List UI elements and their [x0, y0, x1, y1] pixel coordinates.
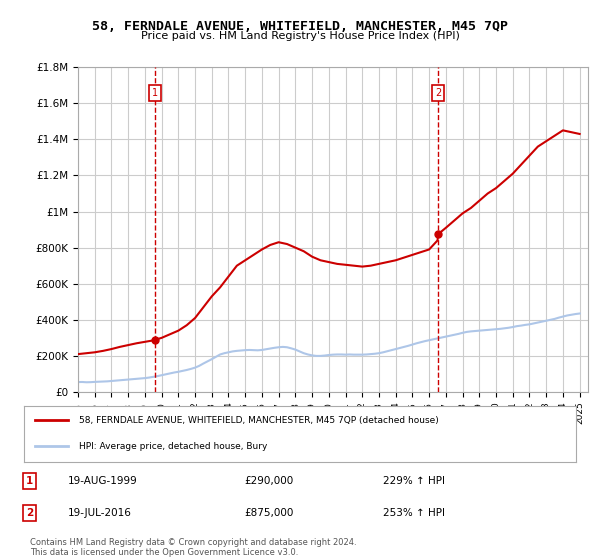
Text: HPI: Average price, detached house, Bury: HPI: Average price, detached house, Bury [79, 442, 268, 451]
Text: Price paid vs. HM Land Registry's House Price Index (HPI): Price paid vs. HM Land Registry's House … [140, 31, 460, 41]
Text: 19-JUL-2016: 19-JUL-2016 [68, 508, 132, 518]
Text: 1: 1 [26, 476, 33, 486]
Text: 253% ↑ HPI: 253% ↑ HPI [383, 508, 445, 518]
Text: 229% ↑ HPI: 229% ↑ HPI [383, 476, 445, 486]
Text: Contains HM Land Registry data © Crown copyright and database right 2024.
This d: Contains HM Land Registry data © Crown c… [30, 538, 356, 557]
Text: 2: 2 [26, 508, 33, 518]
Text: 58, FERNDALE AVENUE, WHITEFIELD, MANCHESTER, M45 7QP: 58, FERNDALE AVENUE, WHITEFIELD, MANCHES… [92, 20, 508, 32]
Text: 58, FERNDALE AVENUE, WHITEFIELD, MANCHESTER, M45 7QP (detached house): 58, FERNDALE AVENUE, WHITEFIELD, MANCHES… [79, 416, 439, 424]
Text: 2: 2 [435, 88, 442, 98]
Text: £290,000: £290,000 [245, 476, 294, 486]
Text: 19-AUG-1999: 19-AUG-1999 [68, 476, 138, 486]
Text: 1: 1 [152, 88, 158, 98]
Text: £875,000: £875,000 [245, 508, 294, 518]
